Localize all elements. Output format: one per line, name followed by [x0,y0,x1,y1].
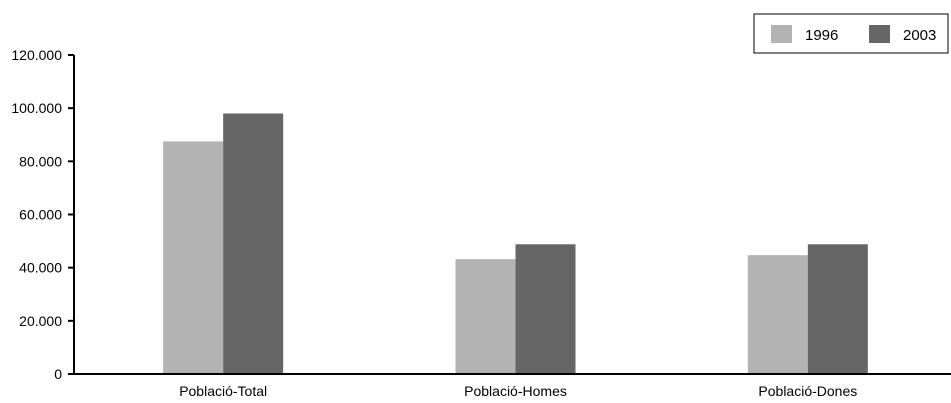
y-tick-label: 100.000 [11,100,62,116]
x-category-label: Població-Dones [758,383,857,399]
legend: 1996 2003 [753,13,949,54]
legend-label-2003: 2003 [903,27,936,44]
y-tick-label: 60.000 [19,207,62,223]
bar-1996-1 [163,141,224,374]
y-tick-label: 0 [54,366,62,382]
y-tick-label: 80.000 [19,153,62,169]
y-tick-label: 40.000 [19,260,62,276]
y-tick-label: 120.000 [11,47,62,63]
x-category-label: Població-Total [179,383,267,399]
legend-label-1996: 1996 [805,27,838,44]
bar-1996-2 [455,259,516,374]
x-axis: Població-Total Població-Homes Població-Don… [74,373,951,399]
bars [163,113,868,374]
y-tick-label: 20.000 [19,313,62,329]
y-axis: 0 20.000 40.000 60.000 80.000 100.000 120.000 [11,47,75,382]
legend-swatch-2003 [869,25,890,43]
x-category-label: Població-Homes [464,383,567,399]
bar-2003-3 [807,244,868,374]
bar-1996-3 [747,255,808,374]
bar-2003-1 [223,113,284,374]
legend-swatch-1996 [771,25,792,43]
bar-2003-2 [515,244,576,374]
